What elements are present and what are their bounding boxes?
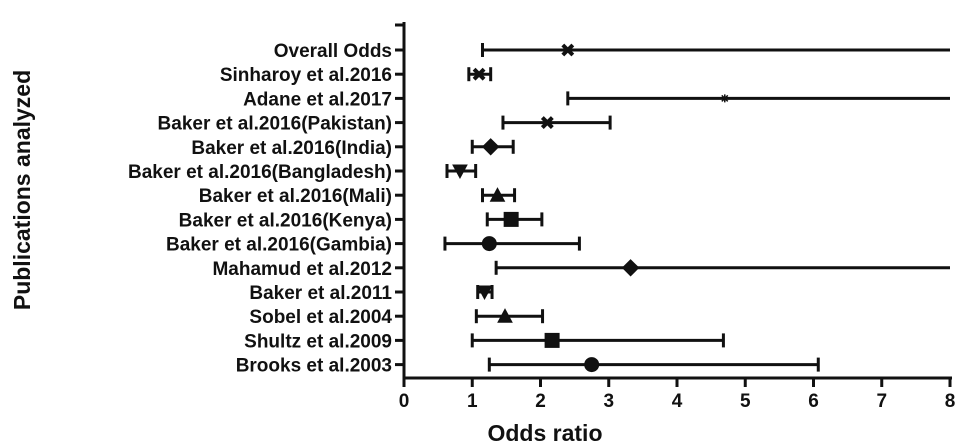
x-tick-label: 2 <box>535 391 546 412</box>
point-markers <box>452 43 729 373</box>
point-marker-triangle-up <box>489 187 506 202</box>
study-label: Baker et al.2016(Pakistan) <box>158 114 392 135</box>
x-tick-label: 7 <box>876 391 887 412</box>
point-marker-circle <box>584 357 600 373</box>
study-label: Overall Odds <box>274 41 392 62</box>
axes: 0 1 2 3 4 5 6 7 8 <box>395 22 955 412</box>
point-marker-star <box>720 94 729 103</box>
study-label: Shultz et al.2009 <box>244 331 392 352</box>
study-label: Baker et al.2016(Gambia) <box>166 235 392 256</box>
study-label: Baker et al.2016(Mali) <box>199 186 392 207</box>
study-label: Baker et al.2016(India) <box>191 138 392 159</box>
study-label: Mahamud et al.2012 <box>212 259 392 280</box>
study-label: Baker et al.2016(Kenya) <box>179 210 392 231</box>
x-tick-label: 1 <box>467 391 478 412</box>
x-tick-label: 6 <box>808 391 819 412</box>
point-marker-triangle-up <box>497 308 513 323</box>
study-label: Sobel et al.2004 <box>249 307 392 328</box>
study-label: Baker et al.2011 <box>249 283 392 304</box>
point-marker-x <box>561 43 575 57</box>
x-axis-title: Odds ratio <box>487 420 602 446</box>
study-label: Baker et al.2016(Bangladesh) <box>128 162 392 183</box>
point-marker-triangle-down <box>452 164 468 180</box>
point-marker-circle <box>481 236 497 252</box>
x-tick-label: 0 <box>399 391 410 412</box>
study-label: Sinharoy et al.2016 <box>220 65 392 86</box>
x-tick-label: 3 <box>603 391 614 412</box>
study-label: Adane et al.2017 <box>243 89 392 110</box>
point-marker-diamond <box>621 259 640 277</box>
point-marker-x <box>472 67 486 81</box>
point-marker-square <box>544 332 560 348</box>
y-axis-title: Publications analyzed <box>9 70 35 310</box>
x-tick-label: 8 <box>945 391 955 412</box>
x-tick-label: 5 <box>740 391 751 412</box>
point-marker-diamond <box>481 138 500 156</box>
point-marker-triangle-down <box>476 285 493 301</box>
study-labels: Overall Odds Sinharoy et al.2016 Adane et … <box>128 41 392 377</box>
x-tick-label: 4 <box>672 391 683 412</box>
study-label: Brooks et al.2003 <box>236 356 392 377</box>
point-marker-x <box>540 116 554 130</box>
point-marker-square <box>503 211 519 227</box>
error-bars <box>443 43 950 372</box>
